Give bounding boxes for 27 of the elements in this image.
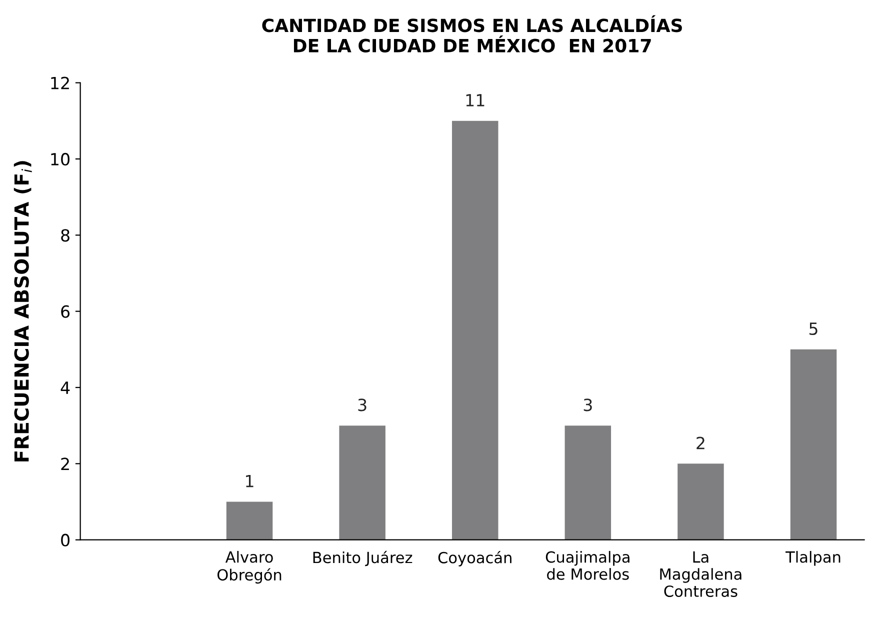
y-tick-label: 4 [60, 382, 70, 394]
y-tick-label: 12 [51, 76, 69, 90]
bar [452, 120, 498, 540]
bar [564, 426, 612, 540]
data-label: 3 [584, 398, 592, 412]
bar [678, 464, 724, 540]
y-tick-label: 10 [51, 152, 70, 166]
y-tick-label: 8 [61, 229, 70, 242]
x-tick-label: Benito Juárez [313, 550, 412, 566]
x-tick-label: Alvaro Obregón [217, 550, 282, 584]
bar [226, 502, 273, 540]
data-label: 5 [809, 322, 818, 336]
x-tick-label: La Magdalena Contreras [660, 551, 742, 597]
x-tick-label: Coyoacán [438, 550, 512, 566]
data-label: 2 [696, 436, 704, 450]
y-tick-label: 2 [61, 458, 69, 470]
chart-title: CANTIDAD DE SISMOS EN LAS ALCALDÍAS DE LA CIUDAD DE MÉXICO EN 2017 [262, 15, 682, 52]
y-tick-label: 0 [61, 534, 70, 546]
y-axis-title: FRECUENCIA ABSOLUTA (F$_{i}$) [14, 161, 32, 462]
x-tick-label: Cuajimalpa de Morelos [546, 550, 630, 580]
data-label: 1 [246, 475, 254, 488]
bar [339, 426, 386, 540]
y-tick-label: 6 [61, 305, 70, 318]
data-label: 11 [466, 94, 484, 106]
x-tick-label: Tlalpan [786, 550, 840, 566]
bar [790, 349, 837, 540]
data-label: 3 [358, 398, 366, 412]
